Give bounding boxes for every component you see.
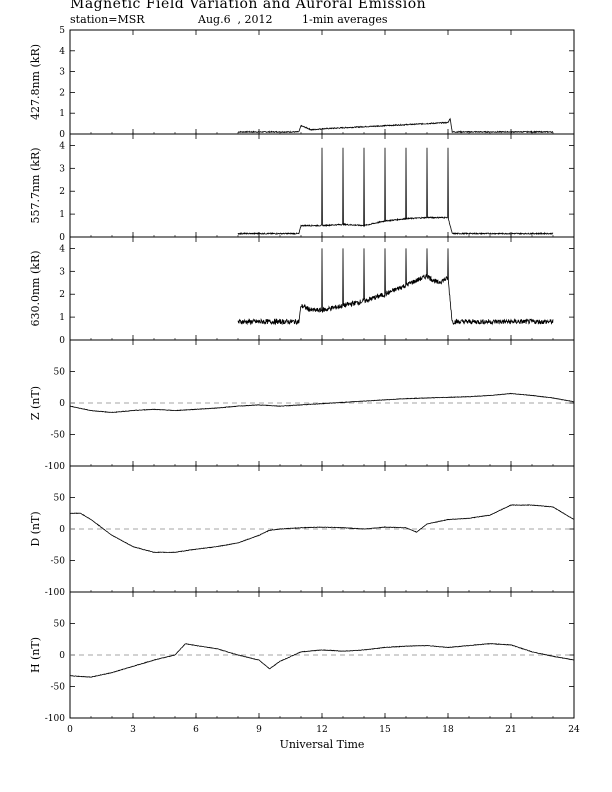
y-tick-label: 0 [59, 399, 65, 409]
series-line-Z [69, 392, 575, 414]
y-tick-label: 2 [59, 187, 65, 197]
y-tick-label: 3 [59, 164, 65, 174]
x-tick-label: 12 [316, 725, 327, 735]
series-line-427.8nm [238, 117, 554, 134]
y-axis-label-427.8nm: 427.8nm (kR) [29, 44, 42, 120]
y-axis-label-630.0nm: 630.0nm (kR) [29, 250, 42, 326]
panel-frame-427.8nm [69, 29, 575, 135]
series-line-557.7nm [237, 147, 554, 236]
y-tick-label: 50 [54, 494, 66, 504]
y-tick-label: 0 [59, 336, 65, 346]
y-tick-label: -50 [51, 431, 66, 441]
y-tick-label: 1 [59, 210, 65, 220]
y-tick-label: -50 [51, 683, 66, 693]
y-tick-label: 0 [59, 525, 65, 535]
averaging-label: 1-min averages [302, 13, 388, 26]
y-tick-label: 3 [59, 68, 65, 78]
series-line-630.0nm [237, 248, 554, 326]
y-tick-label: 2 [59, 290, 65, 300]
date-label: Aug.6 , 2012 [198, 13, 273, 26]
y-tick-label: 50 [54, 368, 66, 378]
y-axis-label-H: H (nT) [29, 637, 42, 673]
chart-title: Magnetic Field Variation and Auroral Emi… [70, 0, 427, 12]
chart-subtitle: station=MSR Aug.6 , 2012 1-min averages [70, 13, 388, 65]
y-axis-label-D: D (nT) [29, 511, 42, 546]
x-tick-label: 3 [130, 725, 136, 735]
x-tick-label: 21 [505, 725, 516, 735]
y-tick-label: -100 [45, 714, 65, 724]
y-axis-label-Z: Z (nT) [29, 386, 42, 420]
y-tick-label: 50 [54, 620, 66, 630]
y-tick-label: 4 [59, 141, 65, 151]
station-label: station=MSR [70, 13, 145, 26]
y-tick-label: 0 [59, 651, 65, 661]
y-tick-label: -50 [51, 557, 66, 567]
y-tick-label: 3 [59, 267, 65, 277]
y-tick-label: 0 [59, 233, 65, 243]
x-tick-label: 15 [379, 725, 391, 735]
x-tick-label: 6 [193, 725, 199, 735]
series-line-H [70, 642, 575, 678]
y-tick-label: 0 [59, 130, 65, 140]
y-tick-label: -100 [45, 588, 65, 598]
y-tick-label: 1 [59, 109, 65, 119]
x-tick-label: 24 [568, 725, 580, 735]
x-tick-label: 9 [256, 725, 262, 735]
x-tick-label: 0 [67, 725, 73, 735]
y-tick-label: 4 [59, 47, 65, 57]
x-axis-label: Universal Time [280, 738, 365, 751]
y-tick-label: 5 [59, 26, 65, 36]
y-tick-label: 1 [59, 313, 65, 323]
y-tick-label: -100 [45, 462, 65, 472]
series-line-D [69, 504, 575, 554]
y-tick-label: 4 [59, 244, 65, 254]
y-axis-label-557.7nm: 557.7nm (kR) [29, 147, 42, 223]
x-tick-label: 18 [442, 725, 454, 735]
y-tick-label: 2 [59, 88, 65, 98]
